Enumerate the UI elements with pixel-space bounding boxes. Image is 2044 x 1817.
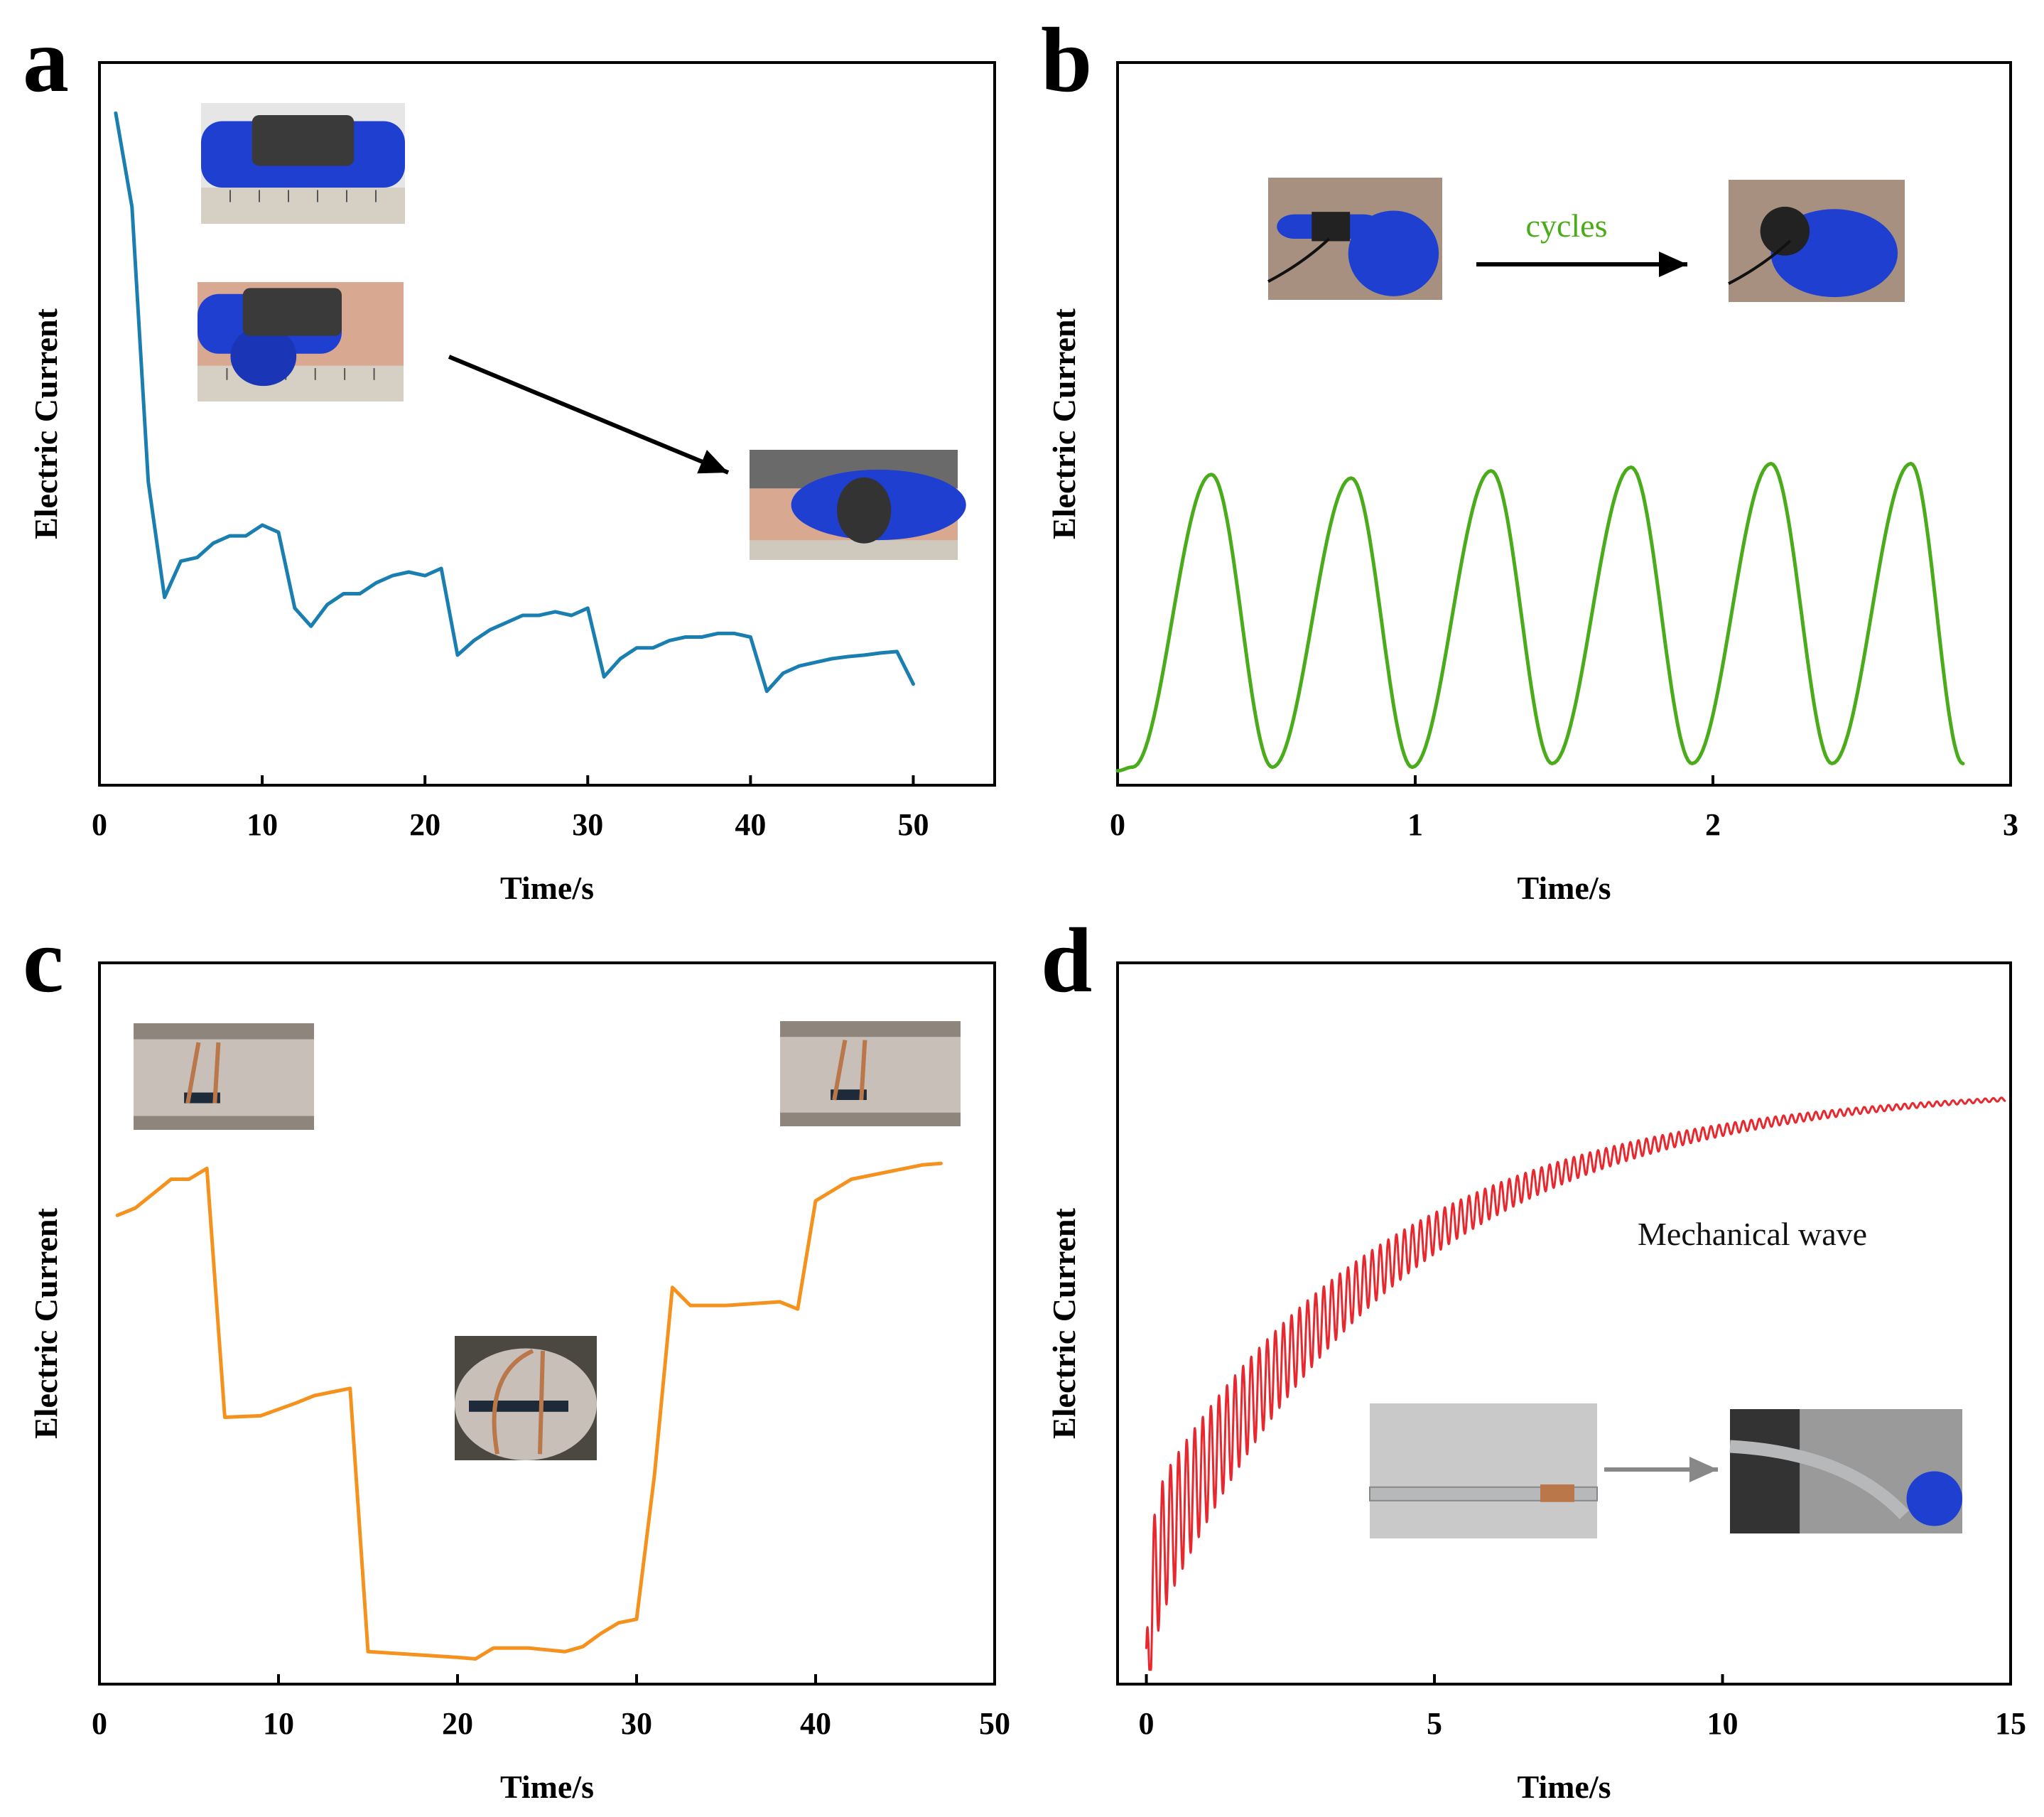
inset-photo-b-straight — [1267, 178, 1442, 300]
annotation-mechanical-wave: Mechanical wave — [1638, 1216, 1867, 1252]
arrow-d-head — [1689, 1457, 1718, 1482]
inset-photo-c-start — [134, 1023, 314, 1130]
panel-label-d: d — [1041, 910, 1092, 1012]
x-tick-label: 15 — [1995, 1706, 2026, 1741]
inset-photo-a-flat — [201, 103, 405, 224]
x-tick-label: 10 — [247, 807, 278, 842]
x-tick-label: 0 — [1139, 1706, 1155, 1741]
inset-photo-c-end — [780, 1021, 961, 1126]
x-tick-label: 40 — [800, 1706, 831, 1741]
inset-photo-b-bent — [1728, 180, 1905, 302]
arrow-a — [448, 355, 730, 475]
chart-panel-b: 0 1 2 3 Time/s Electric Current cycles — [1046, 61, 2018, 906]
x-axis-title: Time/s — [1517, 1769, 1611, 1805]
inset-photo-c-bent — [455, 1336, 597, 1460]
plot-frame-d — [1116, 961, 2012, 1686]
x-tick-label: 3 — [2003, 807, 2018, 842]
x-axis-title: Time/s — [500, 1769, 594, 1805]
x-tick-label: 50 — [979, 1706, 1010, 1741]
x-tick-label: 0 — [92, 1706, 107, 1741]
x-tick-label: 0 — [1110, 807, 1125, 842]
x-tick-label: 10 — [263, 1706, 294, 1741]
x-tick-label: 2 — [1705, 807, 1721, 842]
plot-frame-c — [98, 961, 996, 1686]
x-tick-label: 0 — [92, 807, 107, 842]
x-tick-label: 20 — [409, 807, 440, 842]
x-axis-title: Time/s — [1517, 870, 1611, 906]
annotation-cycles: cycles — [1526, 207, 1608, 244]
x-tick-label: 30 — [572, 807, 603, 842]
x-tick-label: 30 — [621, 1706, 652, 1741]
series-line-a — [114, 111, 915, 694]
arrow-a-head — [697, 450, 728, 474]
y-axis-title: Electric Current — [28, 308, 64, 539]
inset-photo-a-bend — [198, 282, 404, 401]
x-tick-label: 20 — [442, 1706, 473, 1741]
series-line-d — [1145, 1096, 2006, 1671]
series-line-b — [1115, 461, 1965, 773]
plot-frame-b — [1116, 61, 2012, 787]
inset-photo-a-fist — [750, 450, 966, 560]
plot-frame-a — [98, 61, 996, 787]
panel-label-b: b — [1041, 9, 1092, 112]
x-tick-label: 10 — [1707, 1706, 1739, 1741]
inset-photo-d-flat — [1369, 1403, 1598, 1538]
x-tick-label: 50 — [897, 807, 929, 842]
y-axis-title: Electric Current — [1046, 1207, 1082, 1439]
panel-label-c: c — [23, 910, 64, 1012]
x-tick-label: 40 — [735, 807, 766, 842]
y-axis-title: Electric Current — [28, 1207, 64, 1439]
arrow-b-head — [1659, 252, 1687, 277]
chart-panel-a: 0 10 20 30 40 50 Time/s Electric Current — [28, 61, 996, 906]
chart-panel-c: 0 10 20 30 40 50 Time/s Electric Current — [28, 961, 1010, 1805]
y-axis-title: Electric Current — [1046, 308, 1082, 539]
x-tick-label: 1 — [1407, 807, 1423, 842]
chart-panel-d: 0 5 10 15 Time/s Electric Current Mechanical w… — [1046, 961, 2026, 1805]
series-line-c — [115, 1161, 943, 1661]
x-axis-title: Time/s — [500, 870, 594, 906]
x-tick-label: 5 — [1427, 1706, 1442, 1741]
panel-label-a: a — [23, 9, 69, 112]
inset-photo-d-bent — [1729, 1409, 1962, 1533]
